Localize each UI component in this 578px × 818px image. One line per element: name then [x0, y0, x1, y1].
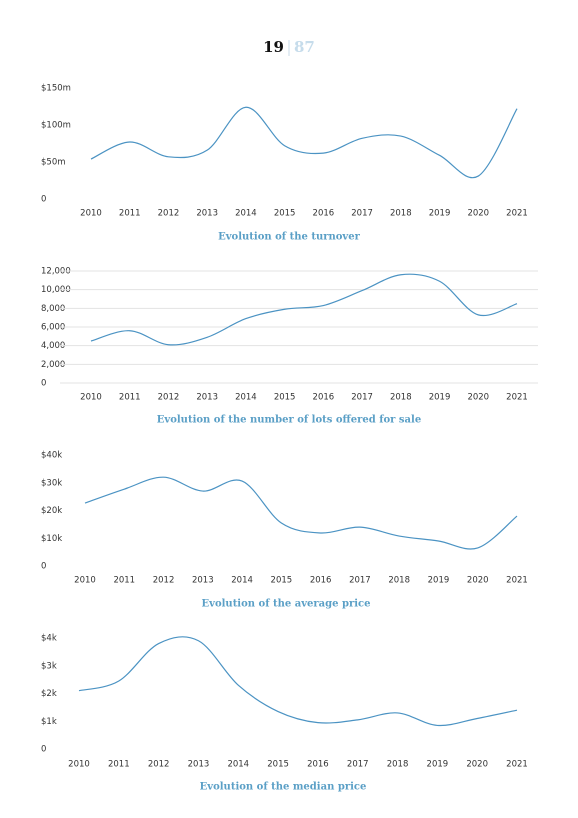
y-tick-label: $4k [41, 634, 57, 644]
x-tick-label: 2017 [347, 760, 369, 770]
x-tick-label: 2021 [506, 209, 528, 219]
x-tick-label: 2012 [158, 209, 180, 219]
x-tick-label: 2018 [390, 209, 412, 219]
x-tick-label: 2011 [108, 760, 130, 770]
x-tick-label: 2019 [429, 393, 451, 403]
x-tick-label: 2015 [274, 393, 296, 403]
x-tick-label: 2020 [467, 576, 489, 586]
x-tick-label: 2018 [388, 576, 410, 586]
x-tick-label: 2019 [428, 576, 450, 586]
x-tick-label: 2013 [196, 209, 218, 219]
line-series [90, 273, 518, 346]
x-tick-label: 2011 [119, 209, 141, 219]
x-tick-label: 2012 [153, 576, 175, 586]
line-series [84, 476, 518, 550]
x-tick-label: 2010 [80, 393, 102, 403]
x-tick-label: 2017 [349, 576, 371, 586]
x-tick-label: 2012 [158, 393, 180, 403]
x-tick-label: 2012 [148, 760, 170, 770]
y-tick-label: 4,000 [41, 341, 65, 351]
y-tick-label: 2,000 [41, 360, 65, 370]
chart-title: Evolution of the average price [202, 599, 371, 610]
x-tick-label: 2019 [429, 209, 451, 219]
y-tick-label: 8,000 [41, 304, 65, 314]
x-tick-label: 2020 [467, 209, 489, 219]
chart-title: Evolution of the median price [200, 782, 367, 793]
x-tick-label: 2021 [506, 576, 528, 586]
x-tick-label: 2020 [467, 393, 489, 403]
x-tick-label: 2014 [227, 760, 249, 770]
x-tick-label: 2011 [119, 393, 141, 403]
y-tick-label: $40k [41, 451, 62, 461]
y-tick-label: $50m [41, 158, 66, 168]
x-tick-label: 2013 [192, 576, 214, 586]
x-tick-label: 2021 [506, 393, 528, 403]
y-tick-label: $2k [41, 689, 57, 699]
y-tick-label: 0 [41, 562, 46, 572]
y-tick-label: 0 [41, 379, 46, 389]
x-tick-label: 2016 [313, 209, 335, 219]
y-tick-label: 10,000 [41, 285, 71, 295]
x-tick-label: 2010 [74, 576, 96, 586]
x-tick-label: 2016 [313, 393, 335, 403]
x-tick-label: 2014 [235, 393, 257, 403]
y-tick-label: $20k [41, 506, 62, 516]
x-tick-label: 2014 [231, 576, 253, 586]
y-tick-label: $1k [41, 717, 57, 727]
x-tick-label: 2020 [466, 760, 488, 770]
chart-title: Evolution of the turnover [218, 232, 360, 243]
x-tick-label: 2013 [196, 393, 218, 403]
y-tick-label: 0 [41, 745, 46, 755]
y-tick-label: 6,000 [41, 323, 65, 333]
x-tick-label: 2017 [351, 209, 373, 219]
x-tick-label: 2018 [387, 760, 409, 770]
x-tick-label: 2017 [351, 393, 373, 403]
y-tick-label: 0 [41, 195, 46, 205]
x-tick-label: 2016 [310, 576, 332, 586]
line-series [90, 106, 518, 179]
y-tick-label: 12,000 [41, 267, 71, 277]
x-tick-label: 2019 [427, 760, 449, 770]
x-tick-label: 2010 [80, 209, 102, 219]
x-tick-label: 2016 [307, 760, 329, 770]
page-total: 87 [294, 38, 315, 56]
x-tick-label: 2014 [235, 209, 257, 219]
x-tick-label: 2013 [188, 760, 210, 770]
y-tick-label: $150m [41, 84, 71, 94]
x-tick-label: 2015 [267, 760, 289, 770]
x-tick-label: 2011 [113, 576, 135, 586]
x-tick-label: 2015 [271, 576, 293, 586]
x-tick-label: 2010 [68, 760, 90, 770]
y-tick-label: $10k [41, 534, 62, 544]
y-tick-label: $100m [41, 121, 71, 131]
y-tick-label: $3k [41, 661, 57, 671]
chart-title: Evolution of the number of lots offered … [157, 415, 421, 426]
line-series [78, 636, 518, 727]
x-tick-label: 2018 [390, 393, 412, 403]
x-tick-label: 2015 [274, 209, 296, 219]
page-number: 19 [263, 38, 284, 56]
x-tick-label: 2021 [506, 760, 528, 770]
y-tick-label: $30k [41, 478, 62, 488]
